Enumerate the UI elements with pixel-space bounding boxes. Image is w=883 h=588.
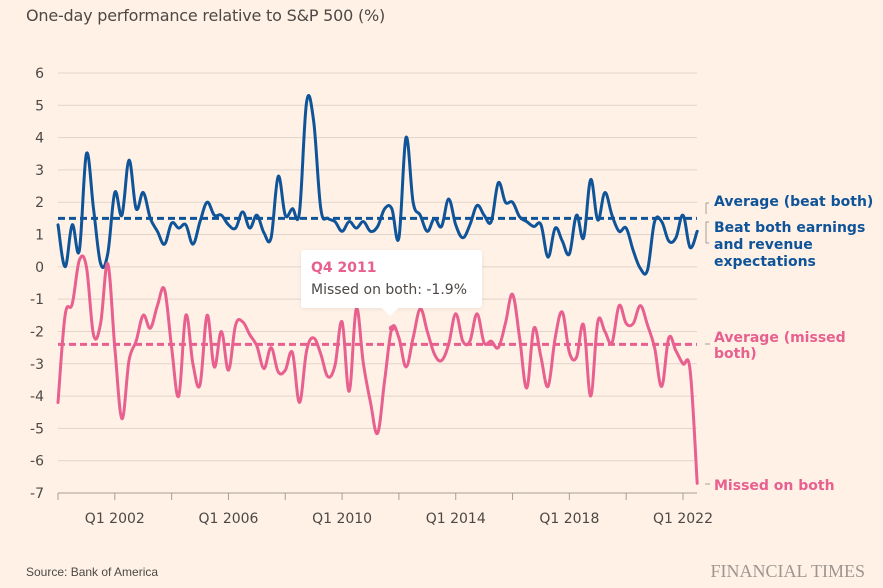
source-note: Source: Bank of America <box>26 565 159 579</box>
avg-missed-label-line1: Average (missed <box>714 330 846 346</box>
reference-lines <box>58 216 697 346</box>
y-tick-label: -3 <box>30 357 44 373</box>
x-tick-label: Q1 2014 <box>426 511 486 527</box>
x-tick-label: Q1 2002 <box>85 511 145 527</box>
y-tick-label: -2 <box>30 324 44 340</box>
y-tick-label: 3 <box>35 163 44 179</box>
y-tick-label: 6 <box>35 66 44 82</box>
y-tick-label: -6 <box>30 454 44 470</box>
tooltip-period: Q4 2011 <box>311 260 377 276</box>
x-axis: Q1 2002 Q1 2006 Q1 2010 Q1 2014 Q1 2018 Q1 20… <box>57 492 713 527</box>
beat-both-label-line2: and revenue <box>714 237 813 253</box>
y-tick-label: -5 <box>30 421 44 437</box>
beat-both-label-line3: expectations <box>714 254 816 270</box>
y-tick-label: 5 <box>35 98 44 114</box>
beat-both-bracket <box>705 221 709 244</box>
x-tick-label: Q1 2018 <box>539 511 599 527</box>
annotations: Average (beat both) Beat both earningsand… <box>705 194 873 494</box>
y-tick-label: 0 <box>35 260 44 276</box>
tooltip: Q4 2011 Missed on both: -1.9% <box>301 250 482 316</box>
missed-both-label: Missed on both <box>714 478 835 494</box>
beat-both-label-line1: Beat both earnings <box>714 220 865 236</box>
brand-logo: FINANCIAL TIMES <box>710 561 865 581</box>
series-lines <box>56 94 699 485</box>
y-tick-label: 4 <box>35 131 44 147</box>
missed-both-series-line <box>56 254 699 485</box>
x-tick-label: Q1 2010 <box>312 511 372 527</box>
avg-missed-label-line2: both) <box>714 346 757 362</box>
beat-both-series-line <box>56 94 699 276</box>
tooltip-value: Missed on both: -1.9% <box>311 282 467 298</box>
avg-beat-bracket <box>705 202 709 214</box>
y-tick-label: -4 <box>30 389 44 405</box>
y-axis-ticks: 6 5 4 3 2 1 0 -1 -2 -3 -4 -5 -6 -7 <box>30 66 44 502</box>
y-tick-label: 2 <box>35 195 44 211</box>
y-tick-label: 1 <box>35 228 44 244</box>
y-tick-label: -7 <box>30 486 44 502</box>
avg-beat-label: Average (beat both) <box>714 194 873 210</box>
x-tick-label: Q1 2006 <box>198 511 258 527</box>
tooltip-highlight-point <box>388 325 395 332</box>
y-tick-label: -1 <box>30 292 44 308</box>
x-tick-label: Q1 2022 <box>653 511 713 527</box>
chart-title: One-day performance relative to S&P 500 … <box>26 6 386 25</box>
